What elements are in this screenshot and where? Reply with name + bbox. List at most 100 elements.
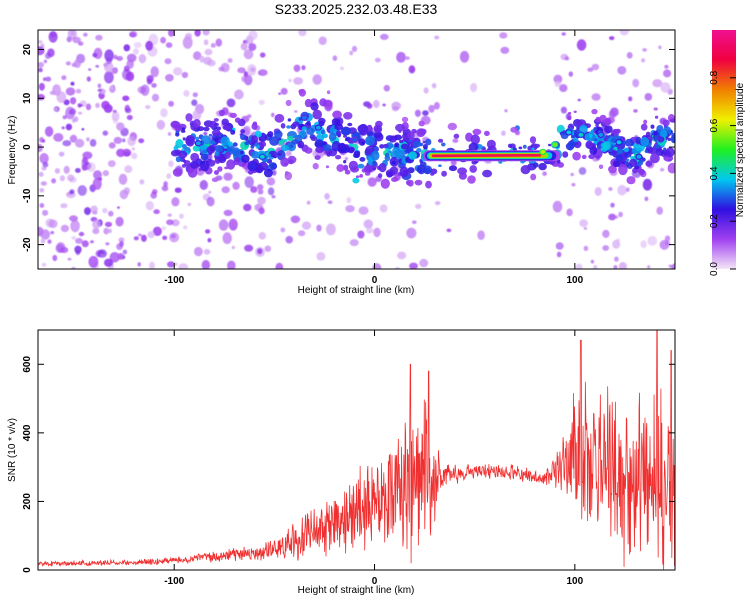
spectrogram-ridge-cell — [654, 115, 659, 119]
spectrogram-ridge-cell — [482, 169, 493, 178]
spectrogram-ridge-cell — [441, 170, 447, 177]
spectrogram-y-tick-label: 20 — [22, 44, 33, 56]
spectrogram-cell — [156, 228, 161, 233]
spectrogram-cell — [50, 231, 55, 235]
spectrogram-cell — [125, 71, 135, 82]
spectrogram-ridge-cell — [334, 123, 344, 131]
spectrogram-cell — [278, 92, 282, 95]
spectrogram-cell — [345, 205, 355, 213]
spectrogram-ridge-cell — [240, 134, 247, 141]
spectrogram-cell — [363, 219, 373, 229]
spectrogram-cell — [568, 71, 573, 77]
spectrogram-cell — [173, 67, 183, 76]
spectrogram-cell — [83, 32, 88, 37]
spectrogram-cell — [644, 93, 653, 101]
spectrogram-cell — [45, 76, 52, 82]
spectrogram-cell — [65, 106, 75, 120]
spectrogram-cell — [112, 117, 118, 124]
spectrogram-cell — [663, 69, 672, 78]
spectrogram-ridge-cell — [280, 144, 289, 152]
spectrogram-cell — [161, 185, 169, 192]
spectrogram-cell — [366, 103, 373, 109]
spectrogram-cell — [82, 156, 88, 164]
spectrogram-cell — [633, 109, 638, 113]
spectrogram-cell — [612, 239, 621, 249]
spectrogram-ridge-cell — [520, 165, 531, 175]
spectrogram-ridge-cell — [320, 129, 326, 135]
spectrogram-ridge-cell — [387, 150, 392, 154]
spectrogram-cell — [92, 177, 102, 190]
spectrogram-cell — [602, 245, 610, 251]
spectrogram-cell — [75, 88, 82, 94]
spectrogram-cell — [223, 209, 233, 217]
spectrogram-cell — [257, 184, 264, 191]
spectrogram-ridge-cell — [589, 134, 593, 138]
spectrogram-cell — [271, 195, 276, 199]
spectrogram-cell — [139, 179, 145, 185]
spectrogram-ridge-cell — [635, 144, 645, 152]
spectrogram-bright-cell — [258, 153, 266, 160]
spectrogram-ridge-cell — [372, 160, 377, 166]
spectrogram-cell — [578, 167, 587, 175]
spectrogram-ridge-cell — [422, 144, 428, 150]
spectrogram-ridge-cell — [175, 156, 182, 163]
spectrogram-cell — [259, 52, 266, 58]
spectrogram-cell — [42, 161, 49, 168]
spectrogram-cell — [576, 39, 587, 51]
spectrogram-cell — [324, 193, 330, 200]
spectrogram-ridge-cell — [394, 134, 403, 141]
spectrogram-cell — [42, 77, 47, 82]
spectrogram-cell — [406, 227, 417, 239]
spectrogram-ridge-cell — [341, 146, 350, 153]
spectrogram-cell — [168, 100, 175, 107]
spectrogram-ridge-cell — [348, 147, 354, 154]
spectrogram-ridge-cell — [341, 127, 351, 136]
spectrogram-cell — [434, 201, 441, 206]
spectrogram-ridge-cell — [367, 131, 374, 138]
spectrogram-cell — [58, 151, 65, 157]
spectrogram-cell — [145, 201, 154, 211]
chart-title: S233.2025.232.03.48.E33 — [275, 1, 438, 17]
spectrogram-ridge-cell — [247, 160, 257, 172]
spectrogram-cell — [203, 131, 208, 136]
spectrogram-ridge-cell — [612, 128, 620, 134]
spectrogram-cell — [168, 30, 175, 37]
spectrogram-ridge-cell — [649, 147, 657, 155]
spectrogram-ridge-cell — [319, 98, 327, 107]
snr-series-line — [38, 330, 675, 570]
spectrogram-cell — [201, 259, 211, 269]
spectrogram-ridge-cell — [318, 117, 326, 125]
spectrogram-ridge-cell — [170, 120, 180, 128]
spectrogram-cell — [294, 110, 298, 113]
spectrogram-cell — [95, 102, 100, 108]
spectrogram-cell — [391, 101, 402, 110]
spectrogram-cell — [127, 136, 136, 147]
spectrogram-cell — [124, 165, 133, 174]
spectrogram-cell — [165, 42, 173, 48]
spectrogram-cell — [452, 138, 459, 143]
spectrogram-cell — [61, 126, 65, 130]
spectrogram-ridge-cell — [208, 133, 213, 137]
spectrogram-cell — [151, 189, 158, 195]
spectrogram-cell — [117, 253, 124, 260]
spectrogram-cell — [405, 56, 410, 60]
spectrogram-cell — [69, 190, 74, 194]
spectrogram-cell — [340, 66, 344, 71]
spectrogram-cell — [133, 42, 142, 48]
spectrogram-cell — [206, 196, 215, 207]
colorbar-tick-label: 0.6 — [709, 118, 720, 132]
spectrogram-cell — [100, 253, 105, 258]
spectrogram-cell — [77, 185, 87, 196]
spectrogram-ridge-cell — [240, 129, 246, 134]
spectrogram-ridge-cell — [277, 152, 282, 156]
spectrogram-ridge-cell — [229, 112, 237, 119]
spectrogram-cell — [78, 111, 83, 115]
spectrogram-ridge-cell — [359, 174, 364, 178]
spectrogram-cell — [428, 104, 435, 113]
spectrogram-cell — [75, 168, 81, 173]
spectrogram-ridge-cell — [289, 144, 294, 148]
spectrogram-cell — [602, 229, 610, 238]
spectrogram-ridge-cell — [181, 129, 186, 133]
spectrogram-cell — [664, 235, 671, 242]
spectrogram-cell — [266, 177, 276, 186]
